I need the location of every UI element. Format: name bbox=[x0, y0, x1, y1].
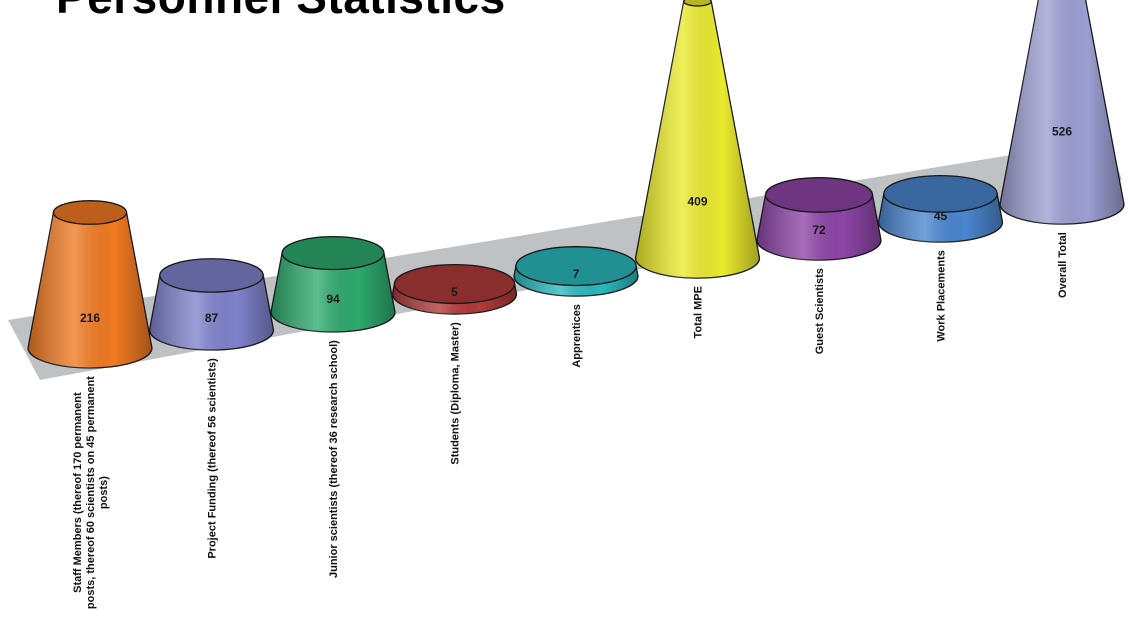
cone-bar bbox=[756, 177, 882, 261]
cone-top bbox=[281, 235, 385, 271]
cone-bar bbox=[999, 0, 1125, 225]
category-label: Apprentices bbox=[571, 304, 583, 368]
category-label: Guest Scientists bbox=[814, 268, 826, 354]
cone-bar bbox=[27, 200, 153, 369]
category-label: Total MPE bbox=[693, 286, 705, 338]
cone-top bbox=[159, 258, 264, 293]
cone-top bbox=[393, 264, 516, 305]
category-label: Project Funding (thereof 56 scientists) bbox=[207, 358, 219, 559]
cone-bar bbox=[634, 0, 761, 279]
cone-top-shade bbox=[282, 236, 384, 270]
value-label: 87 bbox=[205, 311, 219, 325]
cone-bar bbox=[270, 235, 396, 333]
cone-top bbox=[515, 246, 637, 287]
cone-top-shade bbox=[53, 200, 127, 225]
cone-shading bbox=[757, 194, 881, 261]
cone-top-shade bbox=[883, 175, 998, 213]
cone-top-shade bbox=[683, 0, 712, 6]
cone-bar bbox=[513, 246, 639, 297]
value-label: 526 bbox=[1052, 125, 1072, 139]
cone-top bbox=[683, 0, 712, 7]
cone-top-shade bbox=[765, 177, 873, 213]
chart-title: Personnel Statistics bbox=[56, 0, 506, 24]
value-label: 94 bbox=[326, 292, 340, 306]
cone-bar bbox=[148, 258, 275, 351]
cone-shading bbox=[635, 1, 760, 279]
cone-shading bbox=[271, 253, 395, 333]
cone-top bbox=[52, 200, 128, 225]
cone-top bbox=[883, 174, 998, 213]
value-label: 216 bbox=[80, 311, 100, 325]
cone-top bbox=[764, 177, 874, 213]
value-label: 409 bbox=[687, 195, 707, 209]
category-label: Staff Members (thereof 170 permanentpost… bbox=[72, 376, 110, 609]
category-label: Junior scientists (thereof 36 research s… bbox=[328, 340, 340, 578]
value-label: 45 bbox=[934, 209, 948, 223]
cone-top-shade bbox=[159, 258, 264, 293]
cone-bar bbox=[391, 264, 518, 315]
cone-top-shade bbox=[515, 246, 637, 286]
category-label: Students (Diploma, Master) bbox=[450, 322, 462, 465]
value-label: 5 bbox=[451, 285, 458, 299]
category-label: Overall Total bbox=[1057, 232, 1069, 298]
cone-shading bbox=[28, 212, 152, 368]
cone-shading bbox=[149, 275, 274, 351]
cone-bar bbox=[877, 174, 1004, 243]
cone-top-shade bbox=[394, 264, 515, 304]
value-label: 72 bbox=[812, 223, 826, 237]
category-label: Work Placements bbox=[936, 250, 948, 342]
cone-shading bbox=[1000, 0, 1124, 225]
value-label: 7 bbox=[573, 267, 580, 281]
